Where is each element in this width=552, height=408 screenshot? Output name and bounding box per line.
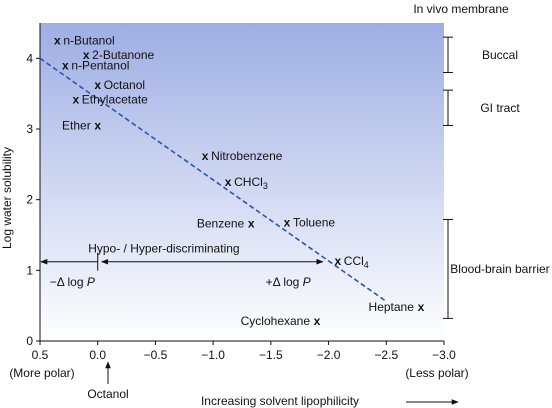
- regression-line: [39, 57, 387, 303]
- plot-area: [40, 23, 444, 341]
- data-point-label: 2-Butanone: [92, 48, 154, 62]
- data-point-label-text: n-Butanol: [63, 34, 114, 48]
- data-point-label-text: 2-Butanone: [92, 48, 154, 62]
- data-point-label: n-Butanol: [63, 34, 114, 48]
- data-point-marker: x: [334, 254, 341, 268]
- x-axis-ticks: 0.5 0.0 −0.5 −1.0 −1.5 −2.0 −2.5 −3.0: [32, 341, 456, 362]
- data-point-label-text: Nitrobenzene: [211, 149, 283, 163]
- data-point-label-text: Heptane: [369, 300, 415, 314]
- plus-delta-text: +Δ log: [266, 275, 303, 289]
- data-point-label: CCl4: [344, 254, 369, 270]
- data-point-label: Ethylacetate: [82, 92, 148, 106]
- discriminating-label: Hypo- / Hyper-discriminating: [88, 242, 239, 256]
- data-point-marker: x: [83, 48, 90, 62]
- data-point-marker: x: [94, 118, 101, 132]
- data-point-label-text: Ethylacetate: [82, 92, 148, 106]
- membrane-brackets: Buccal GI tract Blood-brain barrier: [443, 36, 550, 319]
- x-tick-label: −3.0: [432, 348, 456, 362]
- data-point-label-subscript: 3: [263, 181, 268, 191]
- minus-delta-italic: P: [87, 275, 95, 289]
- membrane-title: In vivo membrane: [413, 2, 509, 16]
- y-tick-label: 2: [26, 193, 33, 207]
- data-point-label-text: CHCl: [234, 175, 263, 189]
- data-point-label: Toluene: [293, 215, 335, 229]
- data-point-label-subscript: 4: [364, 260, 369, 270]
- data-point-marker: x: [225, 175, 232, 189]
- membrane-label: Blood-brain barrier: [450, 262, 549, 276]
- minus-delta-logp-label: −Δ log P: [50, 275, 95, 289]
- data-point-marker: x: [202, 149, 209, 163]
- data-point-marker: x: [94, 78, 101, 92]
- data-point-label-text: CCl: [344, 254, 364, 268]
- x-left-end-label: (More polar): [9, 366, 74, 380]
- discriminating-annotation: Hypo- / Hyper-discriminating: [40, 242, 324, 271]
- y-tick-label: 0: [26, 334, 33, 348]
- data-point-label: Heptane: [369, 300, 415, 314]
- x-tick-label: −2.0: [317, 348, 341, 362]
- octanol-marker-label: Octanol: [87, 387, 128, 401]
- data-point-label: Octanol: [104, 78, 145, 92]
- data-point-label-text: Cyclohexane: [241, 314, 311, 328]
- data-point-marker: x: [54, 34, 61, 48]
- data-point-label-text: Toluene: [293, 215, 335, 229]
- x-tick-label: −1.0: [201, 348, 225, 362]
- data-point-label-text: Ether: [62, 118, 91, 132]
- minus-delta-text: −Δ log: [50, 275, 87, 289]
- data-point-label: Ether: [62, 118, 91, 132]
- data-point-label-text: Octanol: [104, 78, 145, 92]
- data-point-marker: x: [248, 217, 255, 231]
- y-tick-label: 4: [26, 51, 33, 65]
- x-tick-label: 0.0: [89, 348, 106, 362]
- y-axis-label: Log water solubility: [0, 147, 14, 249]
- plus-delta-logp-label: +Δ log P: [266, 275, 311, 289]
- membrane-label: Buccal: [482, 48, 518, 62]
- data-point-label: Cyclohexane: [241, 314, 311, 328]
- data-point-label-text: n-Pentanol: [71, 58, 129, 72]
- data-point-marker: x: [284, 215, 291, 229]
- y-tick-label: 3: [26, 122, 33, 136]
- data-point-label: Nitrobenzene: [211, 149, 283, 163]
- x-right-end-label: (Less polar): [405, 366, 468, 380]
- membrane-label: GI tract: [480, 101, 520, 115]
- data-point-label: CHCl3: [234, 175, 268, 191]
- plus-delta-italic: P: [303, 275, 311, 289]
- data-point-marker: x: [314, 314, 321, 328]
- x-axis-label: Increasing solvent lipophilicity: [201, 394, 359, 408]
- x-tick-label: 0.5: [32, 348, 49, 362]
- x-tick-label: −2.5: [374, 348, 398, 362]
- y-tick-label: 1: [26, 263, 33, 277]
- data-point-marker: x: [418, 300, 425, 314]
- y-axis-ticks: 0 1 2 3 4: [26, 51, 40, 348]
- data-point-label-text: Benzene: [197, 217, 245, 231]
- data-point-label: n-Pentanol: [71, 58, 129, 72]
- x-tick-label: −1.5: [259, 348, 283, 362]
- data-point-marker: x: [72, 92, 79, 106]
- data-point-marker: x: [62, 58, 69, 72]
- data-point-label: Benzene: [197, 217, 245, 231]
- x-tick-label: −0.5: [144, 348, 168, 362]
